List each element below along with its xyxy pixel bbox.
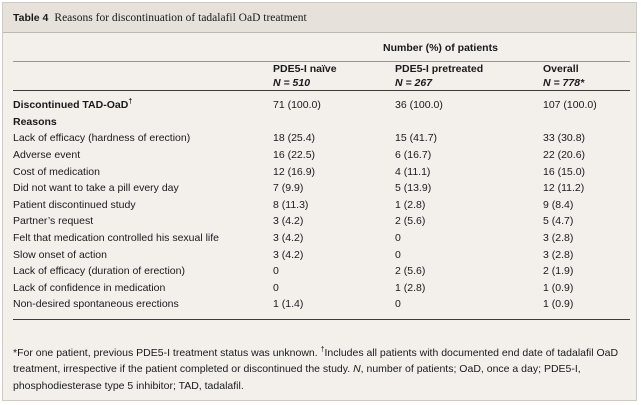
footnote-dagger-mark: † <box>320 346 325 354</box>
reason-value-overall: 9 (8.4) <box>543 198 574 211</box>
reason-label: Adverse event <box>13 149 81 162</box>
group-header-label: Number (%) of patients <box>383 42 498 54</box>
table-row: Lack of efficacy (hardness of erection) 1… <box>13 130 630 147</box>
column-header-row: PDE5-I naïve N = 510 PDE5-I pretreated N… <box>13 61 630 91</box>
reason-value-overall: 3 (2.8) <box>543 248 574 261</box>
reason-value-overall: 12 (11.2) <box>543 182 585 195</box>
col-header-naive: PDE5-I naïve N = 510 <box>273 61 395 91</box>
reason-value-overall: 33 (30.8) <box>543 132 586 145</box>
reason-value-naive: 1 (1.4) <box>273 296 395 320</box>
table-row: Cost of medication 12 (16.9) 4 (11.1) 16 (1… <box>13 163 630 180</box>
table-row: Adverse event 16 (22.5) 6 (16.7) 22 (20.6) <box>13 147 630 164</box>
reason-value-overall: 5 (4.7) <box>543 215 574 228</box>
reason-value-naive: 3 (4.2) <box>273 215 304 228</box>
reason-value-overall: 2 (1.9) <box>543 265 574 278</box>
reason-value-pretreated: 0 <box>395 232 401 245</box>
reason-value-overall: 22 (20.6) <box>543 149 586 162</box>
reason-label: Non-desired spontaneous erections <box>13 296 273 320</box>
table-row: Partner’s request 3 (4.2) 2 (5.6) 5 (4.7) <box>13 213 630 230</box>
reason-value-pretreated: 2 (5.6) <box>395 215 426 228</box>
reason-value-pretreated: 4 (11.1) <box>395 165 431 178</box>
reason-value-naive: 3 (4.2) <box>273 248 304 261</box>
discontinued-naive: 71 (100.0) <box>273 89 395 114</box>
reason-label: Did not want to take a pill every day <box>13 182 179 195</box>
table-footnote: *For one patient, previous PDE5-I treatm… <box>13 345 628 394</box>
table-row: Slow onset of action 3 (4.2) 0 3 (2.8) <box>13 246 630 263</box>
reason-value-naive: 0 <box>273 281 279 294</box>
reason-value-overall: 3 (2.8) <box>543 232 574 245</box>
table-number: Table 4 <box>13 11 49 24</box>
reason-label: Lack of efficacy (duration of erection) <box>13 265 185 278</box>
table-caption: Table 4 Reasons for discontinuation of t… <box>3 3 636 33</box>
discontinued-pretreated: 36 (100.0) <box>395 89 543 114</box>
reason-label: Partner’s request <box>13 215 94 228</box>
col-header-overall: Overall N = 778* <box>543 61 630 91</box>
reason-label: Lack of efficacy (hardness of erection) <box>13 132 191 145</box>
table-row: Did not want to take a pill every day 7 (… <box>13 180 630 197</box>
reason-value-naive: 3 (4.2) <box>273 232 304 245</box>
reason-value-pretreated: 2 (5.6) <box>395 265 426 278</box>
reason-value-overall: 16 (15.0) <box>543 165 586 178</box>
reason-value-naive: 7 (9.9) <box>273 182 304 195</box>
discontinued-label: Discontinued TAD-OaD† <box>13 89 273 114</box>
discontinued-overall: 107 (100.0) <box>543 89 630 114</box>
footnote-star: *For one patient, previous PDE5-I treatm… <box>13 347 321 359</box>
reasons-heading-row: Reasons <box>13 114 630 131</box>
reason-value-naive: 12 (16.9) <box>273 165 316 178</box>
table-title: Reasons for discontinuation of tadalafil… <box>54 11 307 24</box>
discontinuation-table: Number (%) of patients PDE5-I naïve N = … <box>13 35 630 320</box>
reason-value-pretreated: 1 (2.8) <box>395 198 426 211</box>
discontinued-row: Discontinued TAD-OaD† 71 (100.0) 36 (100… <box>13 89 630 114</box>
reason-value-naive: 16 (22.5) <box>273 149 316 162</box>
col-header-pretreated: PDE5-I pretreated N = 267 <box>395 61 543 91</box>
reason-value-naive: 18 (25.4) <box>273 132 316 145</box>
reason-value-pretreated: 15 (41.7) <box>395 132 438 145</box>
reason-value-pretreated: 5 (13.9) <box>395 182 432 195</box>
table-row: Patient discontinued study 8 (11.3) 1 (2.8… <box>13 197 630 214</box>
reason-value-overall: 1 (0.9) <box>543 281 574 294</box>
reason-value-pretreated: 0 <box>395 296 543 320</box>
reason-label: Slow onset of action <box>13 248 107 261</box>
table-row: Lack of efficacy (duration of erection) 0… <box>13 263 630 280</box>
table-row: Lack of confidence in medication 0 1 (2.8)… <box>13 280 630 297</box>
reason-value-overall: 1 (0.9) <box>543 296 630 320</box>
reason-label: Patient discontinued study <box>13 198 136 211</box>
reason-value-pretreated: 0 <box>395 248 401 261</box>
table-row: Non-desired spontaneous erections 1 (1.4)… <box>13 296 630 320</box>
table-row: Felt that medication controlled his sexu… <box>13 230 630 247</box>
footnote-abbreviations: , number of patients; OaD, once a day; P… <box>13 363 581 392</box>
reasons-heading: Reasons <box>13 115 57 128</box>
reason-value-naive: 0 <box>273 265 279 278</box>
table-frame: Table 4 Reasons for discontinuation of t… <box>2 2 637 401</box>
group-header: Number (%) of patients <box>273 35 630 62</box>
reason-value-pretreated: 1 (2.8) <box>395 281 426 294</box>
reason-value-pretreated: 6 (16.7) <box>395 149 432 162</box>
footnote-n-symbol: N <box>353 363 361 376</box>
reason-label: Felt that medication controlled his sexu… <box>13 232 220 245</box>
reason-label: Lack of confidence in medication <box>13 281 166 294</box>
reason-label: Cost of medication <box>13 165 100 178</box>
footnote-dagger: Includes all patients with documented en… <box>13 347 619 376</box>
group-header-row: Number (%) of patients <box>13 35 630 62</box>
reason-value-naive: 8 (11.3) <box>273 198 309 211</box>
